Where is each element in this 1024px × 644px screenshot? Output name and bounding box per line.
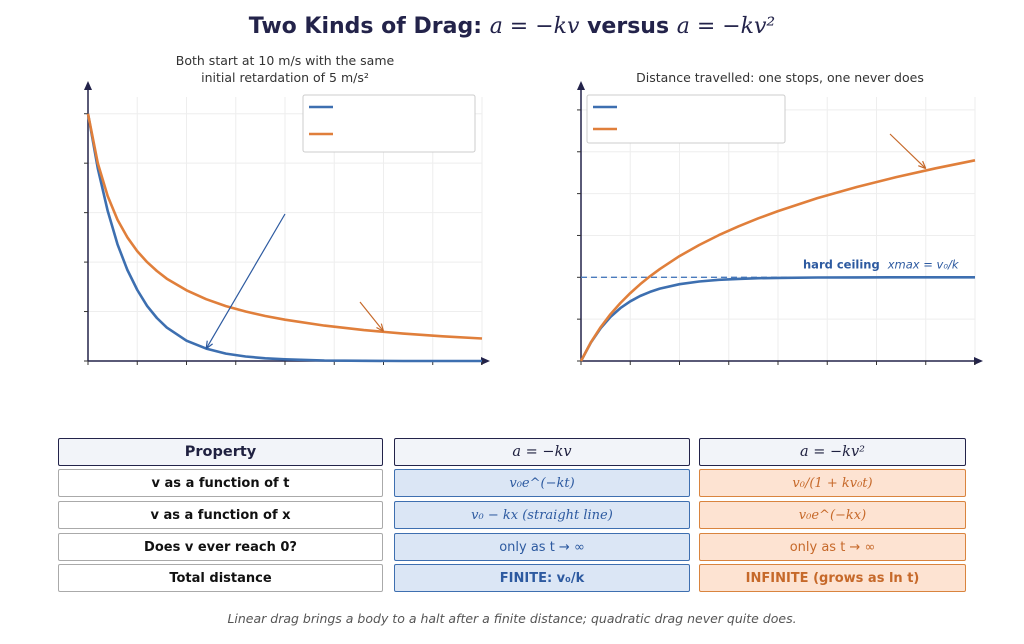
- series-line-0: [86, 113, 482, 363]
- annotation-arrow: [889, 133, 927, 169]
- x-axis-arrow: [974, 357, 983, 365]
- table-cell-property: v as a function of x: [58, 501, 383, 529]
- title-expr-quadratic: a = −kv²: [676, 14, 776, 39]
- right-chart-subtitle: Distance travelled: one stops, one never…: [636, 70, 924, 85]
- title-prefix: Two Kinds of Drag:: [248, 14, 490, 39]
- table-cell-property: Does v ever reach 0?: [58, 533, 383, 561]
- annotation-arrowhead: [376, 323, 385, 332]
- table-cell-linear: v₀ − kx (straight line): [394, 501, 690, 529]
- distance-chart: hard ceiling xmax = v₀/k: [577, 81, 983, 365]
- series-line-1: [579, 159, 976, 362]
- left-subtitle-line1: Both start at 10 m/s with the same: [175, 53, 395, 68]
- annotation-arrow: [205, 213, 286, 349]
- series-line-0: [579, 276, 975, 362]
- left-chart-subtitle: Both start at 10 m/s with the same initi…: [130, 52, 440, 86]
- table-cell-linear: FINITE: v₀/k: [394, 564, 690, 592]
- y-axis-arrow: [84, 81, 92, 90]
- velocity-chart: [84, 81, 490, 365]
- annotation-arrowhead: [918, 160, 927, 170]
- title-mid: versus: [579, 14, 677, 39]
- annotation-arrowhead: [205, 340, 213, 350]
- table-header-1: a = −kv: [394, 438, 690, 466]
- legend-box: [302, 94, 476, 153]
- table-cell-quadratic: only as t → ∞: [699, 533, 966, 561]
- title-expr-linear: a = −kv: [489, 14, 580, 39]
- left-subtitle-line2: initial retardation of 5 m/s²: [201, 70, 369, 85]
- table-cell-linear: v₀e^(−kt): [394, 469, 690, 497]
- table-cell-property: Total distance: [58, 564, 383, 592]
- hard-ceiling-label: hard ceiling xmax = v₀/k: [803, 257, 960, 271]
- caption: Linear drag brings a body to a halt afte…: [227, 611, 797, 626]
- x-axis-arrow: [481, 357, 490, 365]
- hard-ceiling-label-expr: xmax = v₀/k: [887, 257, 960, 271]
- table-cell-property: v as a function of t: [58, 469, 383, 497]
- page-title: Two Kinds of Drag: a = −kv versus a = −k…: [0, 14, 1024, 39]
- y-axis-arrow: [577, 81, 585, 90]
- annotation-arrow: [359, 301, 384, 332]
- legend-box: [586, 94, 786, 144]
- table-cell-linear: only as t → ∞: [394, 533, 690, 561]
- charts-canvas: hard ceiling xmax = v₀/k: [84, 81, 983, 365]
- table-cell-quadratic: v₀/(1 + kv₀t): [699, 469, 966, 497]
- table-cell-quadratic: v₀e^(−kx): [699, 501, 966, 529]
- hard-ceiling-label-text: hard ceiling: [803, 257, 880, 271]
- table-cell-quadratic: INFINITE (grows as ln t): [699, 564, 966, 592]
- table-header-2: a = −kv²: [699, 438, 966, 466]
- series-line-1: [86, 113, 483, 340]
- table-header-0: Property: [58, 438, 383, 466]
